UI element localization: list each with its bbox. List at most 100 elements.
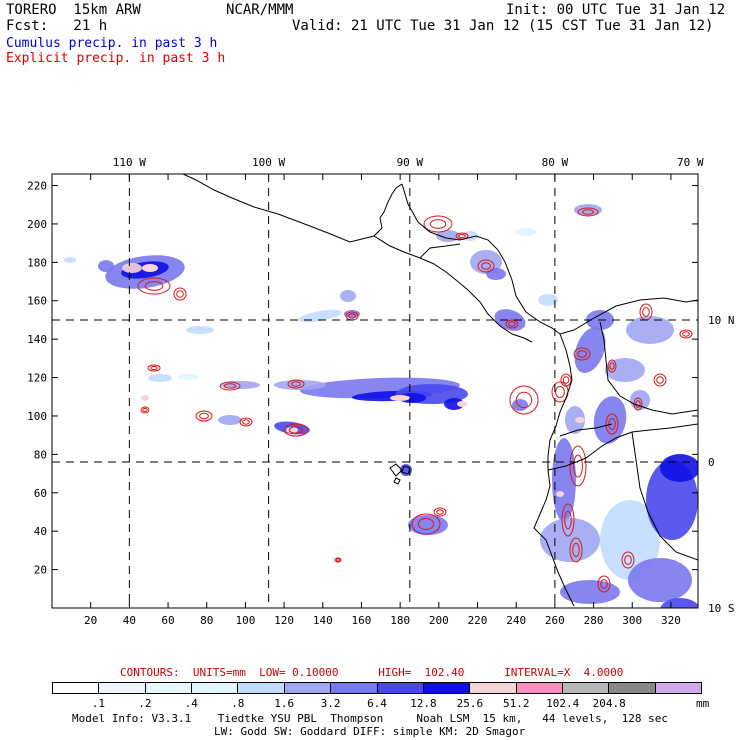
y-tick-label-60: 60 <box>34 487 47 500</box>
explicit-contour-12 <box>477 259 495 273</box>
explicit-contour-inner-20 <box>573 454 583 478</box>
y-tick-label-220: 220 <box>27 180 47 193</box>
explicit-contour-inner-28 <box>582 209 594 215</box>
explicit-contour-inner-4 <box>291 381 301 387</box>
explicit-contour-inner-18 <box>562 376 570 384</box>
explicit-contour-inner-11 <box>458 233 466 239</box>
precip-cell-20 <box>408 515 448 535</box>
explicit-contour-29 <box>411 513 441 535</box>
precip-cell-3 <box>98 260 114 272</box>
explicit-contour-4 <box>287 379 305 389</box>
explicit-contour-5 <box>283 423 309 437</box>
map-frame <box>51 173 699 609</box>
precip-cell-27 <box>574 326 606 374</box>
heavy-cell-5 <box>575 417 585 423</box>
x-tick-label-40: 40 <box>123 614 136 627</box>
precip-cell-36 <box>660 454 698 482</box>
explicit-contour-inner-32 <box>335 558 341 562</box>
x-tick-label-100: 100 <box>235 614 255 627</box>
precip-cell-32 <box>540 518 600 562</box>
cumulus-precip-label: Cumulus precip. in past 3 h <box>6 36 218 51</box>
coastline-central-america <box>373 235 533 343</box>
y-tick-label-200: 200 <box>27 218 47 231</box>
explicit-contour-inner-3 <box>224 383 236 389</box>
precip-cell-34 <box>600 500 660 580</box>
init-time: Init: 00 UTC Tue 31 Jan 12 <box>506 2 726 18</box>
colorbar-unit: mm <box>696 697 710 710</box>
colorbar-label-4: 1.6 <box>274 697 295 710</box>
colorbar-label-9: 51.2 <box>503 697 530 710</box>
explicit-contour-inner-13 <box>508 321 516 327</box>
x-tick-label-80: 80 <box>200 614 213 627</box>
heavy-cell-1 <box>141 395 149 401</box>
colorbar-label-6: 6.4 <box>367 697 387 710</box>
colorbar <box>52 682 702 694</box>
precip-cell-39 <box>626 316 674 344</box>
explicit-contour-inner-6 <box>199 412 209 420</box>
colorbar-label-8: 25.6 <box>456 697 484 710</box>
colorbar-box-1 <box>99 683 146 693</box>
colorbar-label-11: 204.8 <box>592 697 626 710</box>
explicit-contour-15 <box>607 359 617 373</box>
explicit-contour-28 <box>577 207 599 217</box>
explicit-contour-22 <box>569 537 583 563</box>
explicit-contour-14 <box>573 347 591 361</box>
colorbar-box-11 <box>562 683 610 693</box>
explicit-contour-inner-31 <box>635 400 641 408</box>
explicit-contour-inner-8 <box>142 407 148 413</box>
explicit-contour-27 <box>653 373 667 387</box>
x-tick-label-60: 60 <box>161 614 174 627</box>
explicit-contour-inner-17 <box>555 386 565 398</box>
explicit-contour-26 <box>679 329 693 339</box>
explicit-contour-16 <box>509 385 539 415</box>
explicit-contour-inner-15 <box>609 362 615 370</box>
coastline-mexico <box>182 174 403 243</box>
precip-cell-33 <box>560 580 620 604</box>
colorbar-box-8 <box>423 683 471 693</box>
colorbar-label-10: 102.4 <box>546 697 580 710</box>
y-tick-label-140: 140 <box>27 333 47 346</box>
explicit-contour-0 <box>137 277 171 295</box>
precip-cell-44 <box>630 390 650 410</box>
colorbar-box-9 <box>470 683 517 693</box>
y-tick-label-80: 80 <box>34 448 47 461</box>
explicit-contour-inner-12 <box>481 262 491 270</box>
colorbar-box-5 <box>284 683 332 693</box>
x-tick-label-320: 320 <box>661 614 681 627</box>
x-tick-label-220: 220 <box>468 614 488 627</box>
explicit-contour-18 <box>560 373 572 387</box>
explicit-contour-inner-19 <box>608 418 616 430</box>
explicit-contour-inner-21 <box>564 510 572 530</box>
explicit-contour-10 <box>423 215 453 233</box>
explicit-contour-6 <box>195 410 213 422</box>
explicit-contour-30 <box>433 507 447 517</box>
colorbar-label-3: .8 <box>231 697 245 710</box>
x-tick-label-280: 280 <box>584 614 604 627</box>
colorbar-box-4 <box>238 683 285 693</box>
explicit-contour-inner-7 <box>242 419 250 425</box>
colorbar-box-7 <box>377 683 424 693</box>
precip-cell-14 <box>444 398 464 410</box>
model-name: TORERO 15km ARW <box>6 2 141 18</box>
border-colombia-venezuela <box>599 321 698 415</box>
explicit-contour-21 <box>561 503 575 537</box>
y-tick-label-40: 40 <box>34 525 47 538</box>
explicit-contour-inner-22 <box>572 542 580 558</box>
lat-label-2: 10 S <box>708 602 735 615</box>
galapagos-island-3 <box>393 477 401 485</box>
heavy-cell-0 <box>142 264 158 272</box>
explicit-contour-inner-23 <box>600 579 608 589</box>
explicit-contour-3 <box>219 381 241 391</box>
explicit-contour-inner-9 <box>348 313 356 319</box>
explicit-contour-inner-1 <box>176 290 184 298</box>
valid-time: Valid: 21 UTC Tue 31 Jan 12 (15 CST Tue … <box>292 18 714 34</box>
heavy-cell-4 <box>286 427 298 433</box>
precip-cell-21 <box>400 464 412 476</box>
explicit-contour-19 <box>605 413 619 435</box>
colorbar-box-10 <box>516 683 563 693</box>
model-physics: LW: Godd SW: Goddard DIFF: simple KM: 2D… <box>214 725 526 738</box>
explicit-contour-inner-30 <box>436 509 444 515</box>
lon-label-3: 80 W <box>542 156 569 169</box>
x-tick-label-140: 140 <box>313 614 333 627</box>
